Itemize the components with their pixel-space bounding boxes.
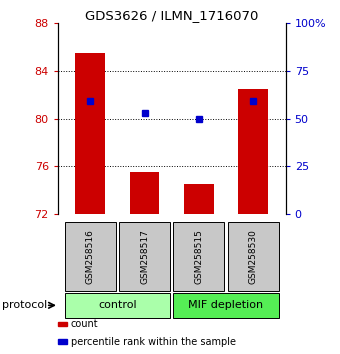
Bar bbox=[130, 172, 159, 214]
Bar bbox=[58, 322, 67, 326]
Text: GSM258517: GSM258517 bbox=[140, 229, 149, 284]
Bar bbox=[184, 184, 214, 214]
Text: GSM258530: GSM258530 bbox=[249, 229, 258, 284]
Text: MIF depletion: MIF depletion bbox=[188, 300, 264, 310]
Text: control: control bbox=[98, 300, 137, 310]
Bar bbox=[58, 339, 67, 344]
FancyBboxPatch shape bbox=[173, 293, 278, 318]
Bar bbox=[238, 89, 268, 214]
Title: GDS3626 / ILMN_1716070: GDS3626 / ILMN_1716070 bbox=[85, 9, 258, 22]
FancyBboxPatch shape bbox=[65, 222, 116, 291]
Text: protocol: protocol bbox=[2, 300, 47, 310]
FancyBboxPatch shape bbox=[119, 222, 170, 291]
FancyBboxPatch shape bbox=[173, 222, 224, 291]
Bar bbox=[75, 53, 105, 214]
Text: percentile rank within the sample: percentile rank within the sample bbox=[71, 337, 236, 347]
FancyBboxPatch shape bbox=[65, 293, 170, 318]
Text: count: count bbox=[71, 319, 98, 329]
Text: GSM258515: GSM258515 bbox=[194, 229, 203, 284]
Text: GSM258516: GSM258516 bbox=[86, 229, 95, 284]
FancyBboxPatch shape bbox=[227, 222, 278, 291]
